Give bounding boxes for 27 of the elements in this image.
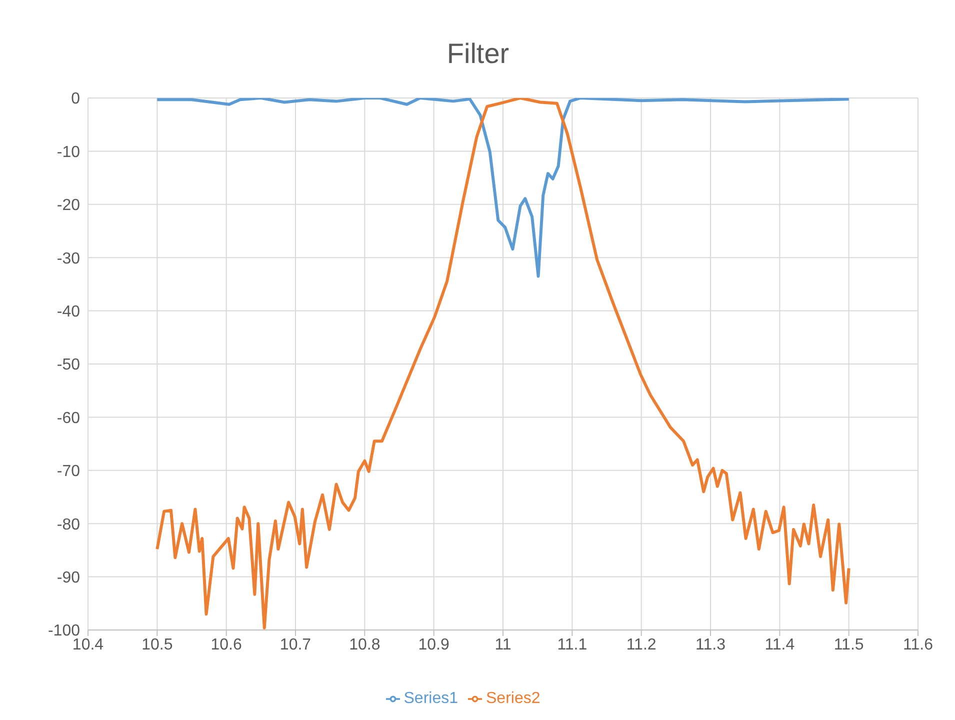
x-tick-label: 11.1 xyxy=(557,636,588,654)
x-tick-label: 11.6 xyxy=(903,636,934,654)
line-series xyxy=(156,98,850,630)
x-tick-label: 10.9 xyxy=(418,636,450,654)
x-tick-label: 10.5 xyxy=(142,636,173,654)
x-tick-label: 10.8 xyxy=(349,636,380,654)
x-tick-label: 11.3 xyxy=(696,636,726,654)
legend-label: Series1 xyxy=(404,690,458,707)
y-tick-label: -80 xyxy=(56,516,80,534)
x-tick-label: 10.6 xyxy=(210,636,242,654)
x-tick-label: 11.2 xyxy=(626,636,656,654)
y-tick-label: -40 xyxy=(56,303,80,320)
x-tick-label: 10.7 xyxy=(280,636,312,654)
y-tick-label: -60 xyxy=(56,410,80,427)
y-tick-label: -30 xyxy=(56,250,80,268)
x-tick-label: 11 xyxy=(494,636,512,654)
y-tick-label: -10 xyxy=(56,144,80,161)
y-tick-label: -50 xyxy=(56,356,80,374)
y-tick-label: -70 xyxy=(56,463,80,480)
y-tick-label: -90 xyxy=(56,569,80,586)
x-tick-label: 11.5 xyxy=(834,636,864,654)
line-series xyxy=(156,98,850,278)
legend-label: Series2 xyxy=(486,690,540,707)
chart-title: Filter xyxy=(446,37,510,71)
x-tick-label: 11.4 xyxy=(764,636,795,654)
y-tick-label: 0 xyxy=(71,90,80,108)
y-tick-label: -20 xyxy=(56,197,80,214)
